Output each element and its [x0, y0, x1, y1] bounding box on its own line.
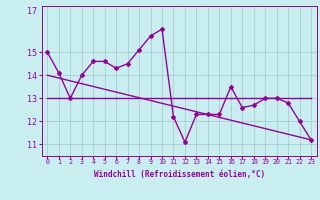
X-axis label: Windchill (Refroidissement éolien,°C): Windchill (Refroidissement éolien,°C) [94, 170, 265, 179]
Text: 17: 17 [27, 7, 37, 16]
